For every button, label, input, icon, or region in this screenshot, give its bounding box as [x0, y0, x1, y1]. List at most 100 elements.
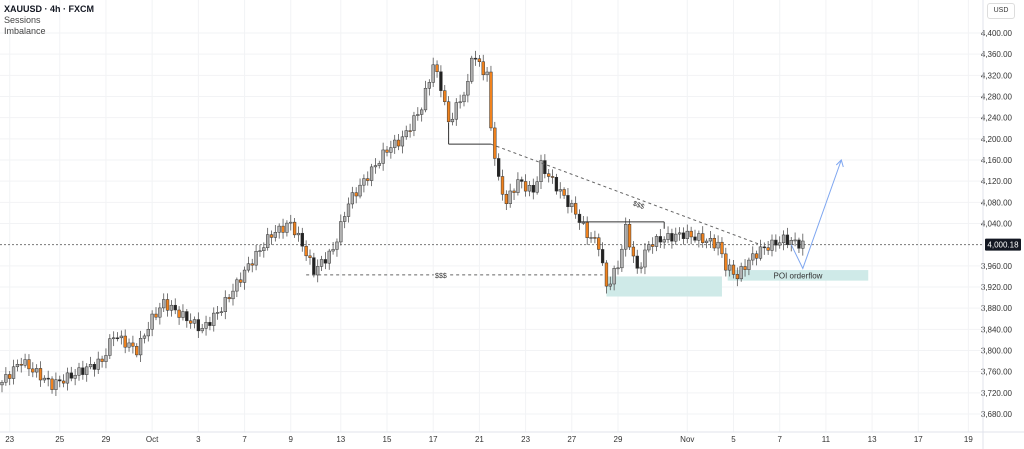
candle — [543, 160, 547, 174]
candle — [258, 250, 262, 252]
candle — [73, 374, 77, 379]
last-price-label: 4,000.18 — [987, 241, 1019, 250]
candle — [500, 176, 505, 195]
candle — [135, 346, 139, 356]
candle — [292, 221, 297, 236]
y-tick-label: 3,800.00 — [981, 347, 1013, 356]
x-tick-label: 21 — [475, 435, 484, 444]
candle — [751, 253, 755, 261]
candle — [254, 250, 258, 266]
y-tick-label: 3,680.00 — [981, 410, 1013, 419]
candle — [612, 268, 616, 285]
candle — [473, 57, 478, 60]
candle — [535, 181, 539, 193]
x-tick-label: 25 — [55, 435, 64, 444]
x-tick-label: 17 — [429, 435, 438, 444]
candle — [335, 241, 339, 250]
candle — [277, 225, 281, 233]
candle — [531, 185, 535, 193]
x-tick-label: 19 — [964, 435, 973, 444]
candle — [343, 216, 347, 222]
candle — [138, 338, 143, 356]
candle — [778, 242, 782, 246]
candle — [801, 240, 805, 249]
candle — [269, 234, 274, 238]
candle — [131, 342, 135, 347]
candle — [754, 253, 759, 259]
x-tick-label: 15 — [383, 435, 392, 444]
candle — [242, 269, 247, 283]
candle — [289, 221, 293, 224]
candle — [508, 190, 512, 204]
y-tick-label: 4,280.00 — [981, 93, 1013, 102]
x-tick-label: Nov — [680, 435, 694, 444]
candle — [547, 173, 551, 177]
x-tick-label: 17 — [914, 435, 923, 444]
candle — [689, 230, 693, 238]
candle — [724, 253, 728, 271]
candle — [489, 71, 493, 129]
candle — [308, 255, 312, 258]
candle — [693, 236, 697, 241]
candle — [466, 81, 470, 96]
candle — [373, 165, 378, 168]
candle — [735, 274, 740, 280]
candle — [296, 232, 301, 236]
candle — [743, 266, 747, 270]
x-tick-label: 5 — [731, 435, 736, 444]
y-tick-label: 3,880.00 — [981, 304, 1013, 313]
candle — [658, 236, 663, 243]
candle — [316, 266, 320, 276]
candles — [0, 50, 805, 396]
candle — [266, 234, 270, 248]
candle — [108, 338, 112, 356]
candle — [354, 192, 358, 197]
candle — [369, 166, 374, 181]
candle — [8, 374, 12, 379]
candle — [158, 307, 162, 318]
candle — [408, 130, 412, 132]
x-tick-label: 7 — [777, 435, 782, 444]
candle — [393, 139, 397, 148]
currency-button[interactable]: USD — [987, 3, 1015, 19]
candle — [327, 250, 331, 264]
y-tick-label: 4,200.00 — [981, 135, 1013, 144]
x-tick-label: 11 — [822, 435, 831, 444]
symbol-title[interactable]: XAUUSD · 4h · FXCM — [4, 4, 94, 14]
projection-path — [790, 159, 842, 270]
candle — [146, 328, 150, 337]
candle — [85, 366, 89, 375]
candle — [624, 224, 628, 250]
candle — [600, 249, 605, 264]
candle — [616, 267, 620, 270]
candle — [458, 101, 462, 104]
candle — [639, 266, 643, 269]
candle — [674, 233, 678, 242]
candle — [516, 179, 520, 193]
y-tick-label: 4,360.00 — [981, 50, 1013, 59]
candle — [65, 372, 70, 384]
candle — [150, 313, 154, 330]
candle — [554, 176, 559, 192]
candle — [416, 114, 420, 116]
candle — [319, 259, 324, 267]
candle — [701, 233, 705, 243]
candle — [577, 213, 582, 223]
candle — [285, 222, 289, 233]
candle — [423, 87, 428, 111]
candle — [681, 232, 686, 239]
indicator-imbalance[interactable]: Imbalance — [4, 26, 46, 36]
candle — [219, 311, 224, 313]
candle — [643, 249, 647, 268]
candle — [331, 249, 335, 252]
candle — [208, 322, 212, 326]
candle — [493, 127, 497, 159]
candle — [196, 319, 200, 332]
candle — [654, 236, 659, 247]
candle — [443, 90, 447, 102]
candle — [439, 71, 443, 91]
indicator-sessions[interactable]: Sessions — [4, 15, 41, 25]
candle — [793, 239, 797, 242]
candle — [527, 185, 532, 192]
